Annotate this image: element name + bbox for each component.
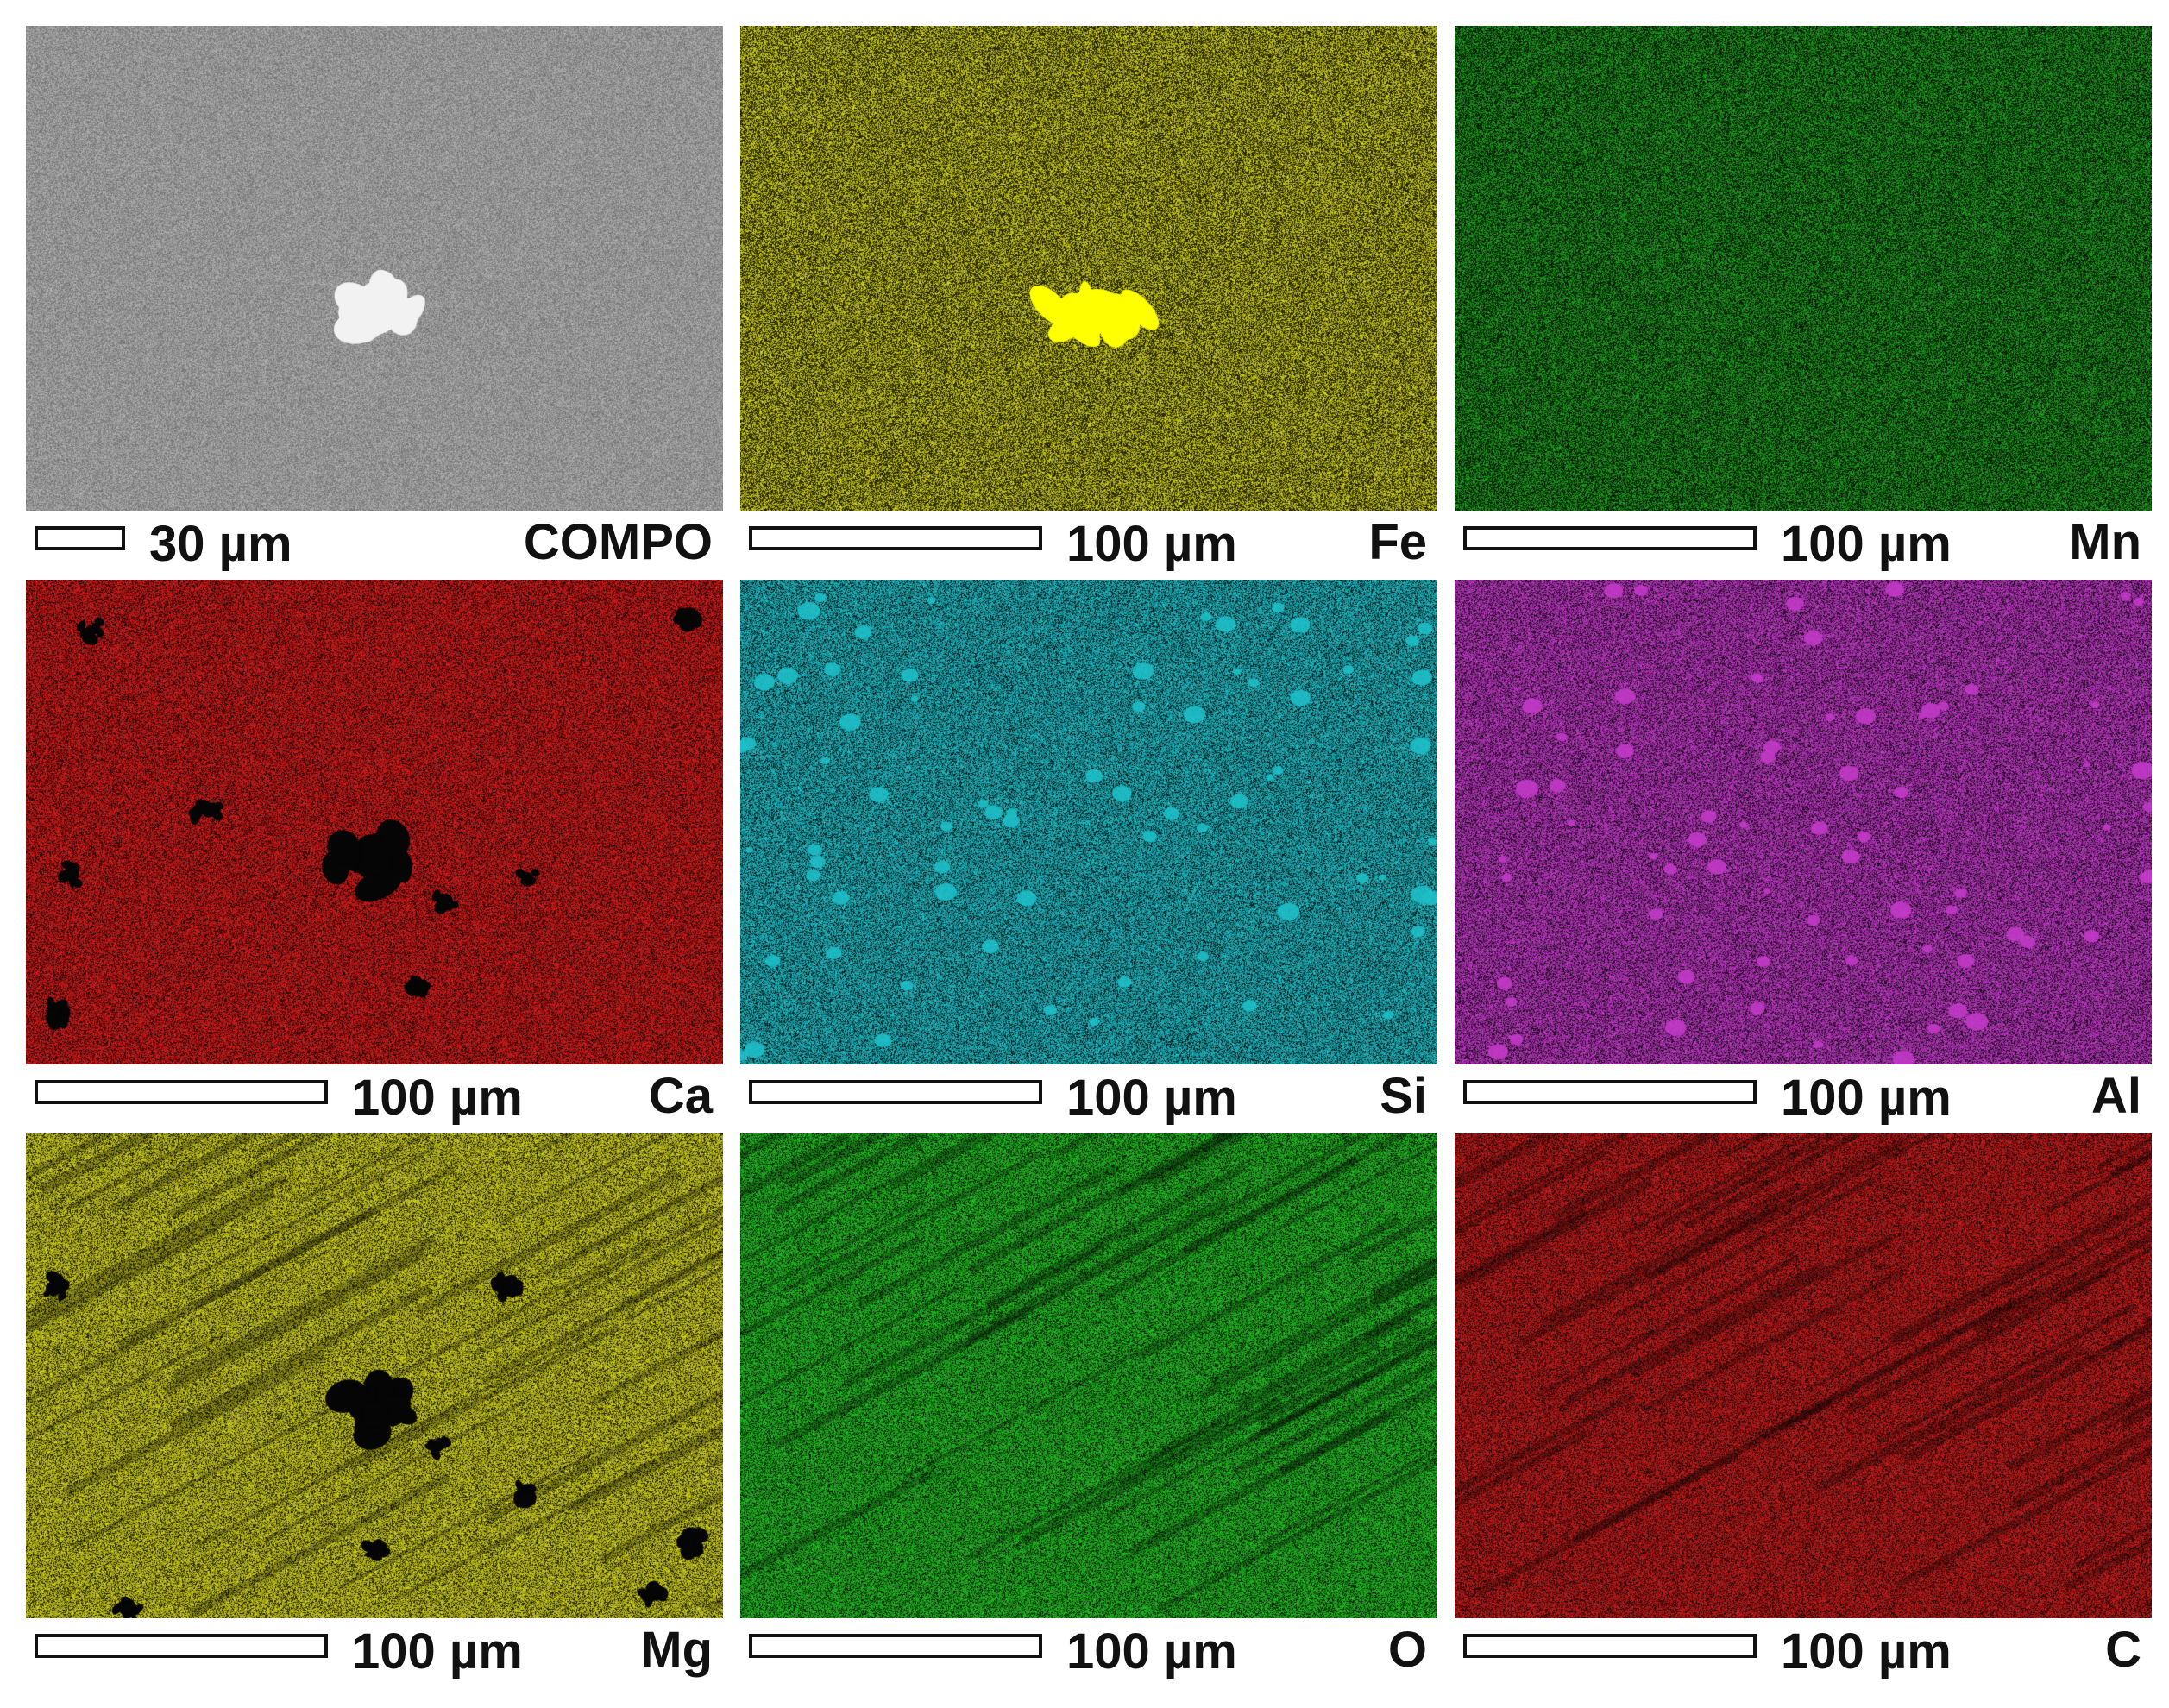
element-label: Fe [1368, 514, 1427, 570]
scale-label: 100 µm [1781, 1070, 1952, 1126]
scale-bar [1463, 526, 1757, 550]
element-label: C [2105, 1622, 2141, 1678]
elemental-map-compo [26, 26, 723, 511]
map-panel-ca: 100 µm Ca [26, 580, 723, 1151]
scale-label: 30 µm [149, 516, 292, 572]
elemental-map-c [1455, 1133, 2152, 1618]
map-panel-fe: 100 µm Fe [740, 26, 1437, 597]
scale-label: 100 µm [1066, 1623, 1237, 1680]
map-panel-al: 100 µm Al [1455, 580, 2152, 1151]
element-label: Al [2091, 1068, 2141, 1124]
map-panel-c: 100 µm C [1455, 1133, 2152, 1705]
scale-bar [749, 526, 1042, 550]
scale-label: 100 µm [1066, 1070, 1237, 1126]
element-label: Mg [640, 1622, 713, 1678]
scale-bar [35, 526, 125, 550]
elemental-map-fe [740, 26, 1437, 511]
scale-bar [749, 1634, 1042, 1658]
elemental-map-mg [26, 1133, 723, 1618]
scale-label: 100 µm [1781, 1623, 1952, 1680]
element-label: O [1387, 1622, 1427, 1678]
element-label: COMPO [523, 514, 713, 570]
scale-bar [35, 1080, 328, 1104]
element-label: Mn [2069, 514, 2141, 570]
map-panel-o: 100 µm O [740, 1133, 1437, 1705]
elemental-map-al [1455, 580, 2152, 1064]
element-label: Ca [648, 1068, 713, 1124]
map-panel-compo: 30 µm COMPO [26, 26, 723, 597]
scale-label: 100 µm [352, 1070, 523, 1126]
scale-label: 100 µm [1066, 516, 1237, 572]
elemental-map-o [740, 1133, 1437, 1618]
scale-bar [749, 1080, 1042, 1104]
scale-bar [1463, 1634, 1757, 1658]
elemental-map-ca [26, 580, 723, 1064]
scale-label: 100 µm [352, 1623, 523, 1680]
elemental-map-mn [1455, 26, 2152, 511]
scale-label: 100 µm [1781, 516, 1952, 572]
map-panel-mg: 100 µm Mg [26, 1133, 723, 1705]
elemental-map-si [740, 580, 1437, 1064]
map-panel-si: 100 µm Si [740, 580, 1437, 1151]
scale-bar [1463, 1080, 1757, 1104]
map-panel-mn: 100 µm Mn [1455, 26, 2152, 597]
element-label: Si [1380, 1068, 1427, 1124]
scale-bar [35, 1634, 328, 1658]
